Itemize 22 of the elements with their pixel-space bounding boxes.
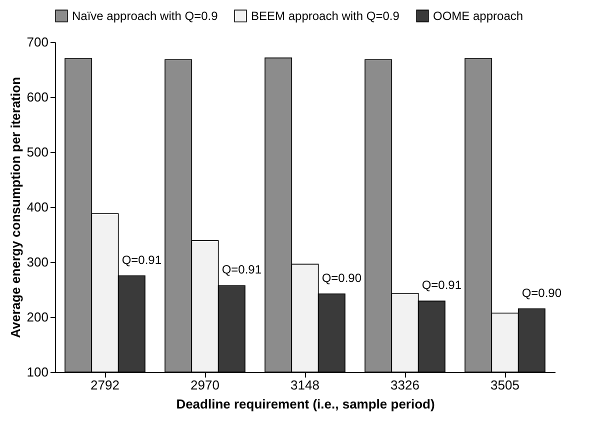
y-axis-title: Average energy consumption per iteration (8, 76, 23, 338)
legend-label: OOME approach (433, 8, 524, 23)
y-tick-label: 700 (26, 34, 48, 50)
y-tick-label: 400 (26, 200, 48, 214)
x-tick-label: 3326 (390, 378, 420, 392)
annotation: Q=0.90 (322, 270, 362, 285)
x-tick-label: 3505 (490, 378, 520, 392)
annotation: Q=0.91 (222, 262, 262, 277)
annotation: Q=0.91 (422, 278, 462, 292)
x-axis-title: Deadline requirement (i.e., sample period) (176, 396, 435, 412)
y-tick-label: 600 (26, 90, 48, 104)
y-tick-label: 300 (26, 254, 48, 270)
legend-label: BEEM approach with Q=0.9 (251, 8, 400, 23)
y-tick-label: 100 (26, 364, 48, 380)
x-tick-label: 2970 (190, 378, 220, 392)
annotation: Q=0.90 (522, 286, 562, 300)
y-tick-label: 200 (26, 310, 48, 324)
x-tick-label: 3148 (290, 378, 320, 392)
annotation: Q=0.91 (122, 252, 162, 267)
legend-label: Naïve approach with Q=0.9 (72, 8, 218, 23)
x-tick-label: 2792 (90, 378, 120, 392)
y-tick-label: 500 (26, 144, 48, 160)
